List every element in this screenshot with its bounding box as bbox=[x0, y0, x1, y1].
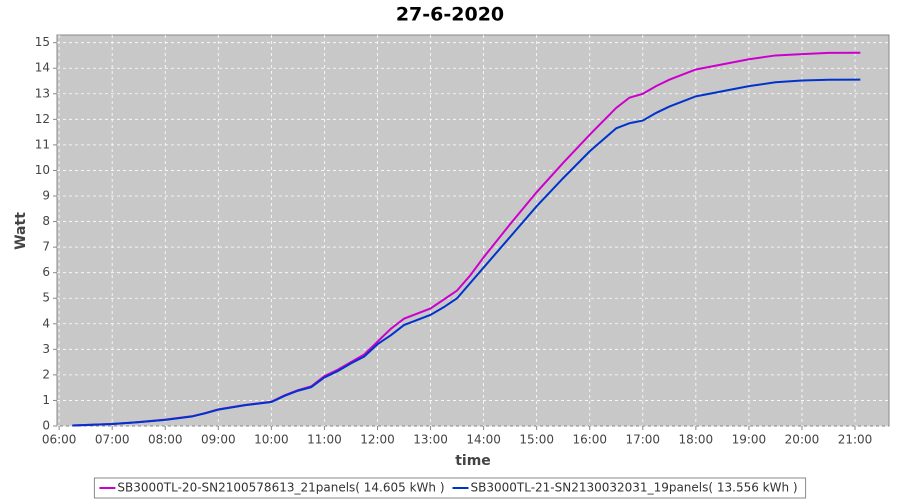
y-tick-label: 2 bbox=[42, 367, 50, 381]
x-tick-label: 07:00 bbox=[95, 433, 130, 447]
x-tick-label: 09:00 bbox=[201, 433, 236, 447]
chart-title: 27-6-2020 bbox=[396, 4, 504, 26]
y-tick-label: 6 bbox=[42, 265, 50, 279]
y-tick-label: 9 bbox=[42, 189, 50, 203]
x-tick-label: 16:00 bbox=[572, 433, 607, 447]
legend-label: SB3000TL-21-SN2130032031_19panels( 13.55… bbox=[471, 481, 798, 495]
x-tick-label: 19:00 bbox=[732, 433, 767, 447]
y-tick-label: 11 bbox=[35, 137, 50, 151]
x-tick-label: 15:00 bbox=[519, 433, 554, 447]
y-tick-label: 12 bbox=[35, 112, 50, 126]
y-tick-label: 5 bbox=[42, 291, 50, 305]
y-tick-label: 10 bbox=[35, 163, 50, 177]
y-tick-label: 1 bbox=[42, 393, 50, 407]
x-tick-label: 17:00 bbox=[625, 433, 660, 447]
y-tick-label: 15 bbox=[35, 35, 50, 49]
y-tick-label: 7 bbox=[42, 240, 50, 254]
x-tick-label: 21:00 bbox=[838, 433, 873, 447]
x-tick-label: 06:00 bbox=[42, 433, 77, 447]
x-tick-label: 08:00 bbox=[148, 433, 183, 447]
x-tick-label: 14:00 bbox=[466, 433, 501, 447]
x-tick-label: 18:00 bbox=[679, 433, 714, 447]
y-tick-label: 0 bbox=[42, 419, 50, 433]
x-tick-label: 20:00 bbox=[785, 433, 820, 447]
x-tick-label: 12:00 bbox=[360, 433, 395, 447]
y-tick-label: 8 bbox=[42, 214, 50, 228]
x-tick-label: 10:00 bbox=[254, 433, 289, 447]
x-axis-label: time bbox=[455, 453, 491, 469]
legend: SB3000TL-20-SN2100578613_21panels( 14.60… bbox=[93, 477, 807, 499]
y-tick-label: 14 bbox=[35, 61, 50, 75]
plot-area bbox=[56, 34, 890, 427]
x-tick-label: 13:00 bbox=[413, 433, 448, 447]
y-tick-label: 3 bbox=[42, 342, 50, 356]
legend-box bbox=[93, 477, 807, 499]
y-axis-label: Watt bbox=[13, 212, 29, 250]
series-line bbox=[72, 78, 861, 427]
legend-label: SB3000TL-20-SN2100578613_21panels( 14.60… bbox=[117, 481, 444, 495]
y-tick-label: 13 bbox=[35, 86, 50, 100]
y-tick-label: 4 bbox=[42, 316, 50, 330]
x-tick-label: 11:00 bbox=[307, 433, 342, 447]
